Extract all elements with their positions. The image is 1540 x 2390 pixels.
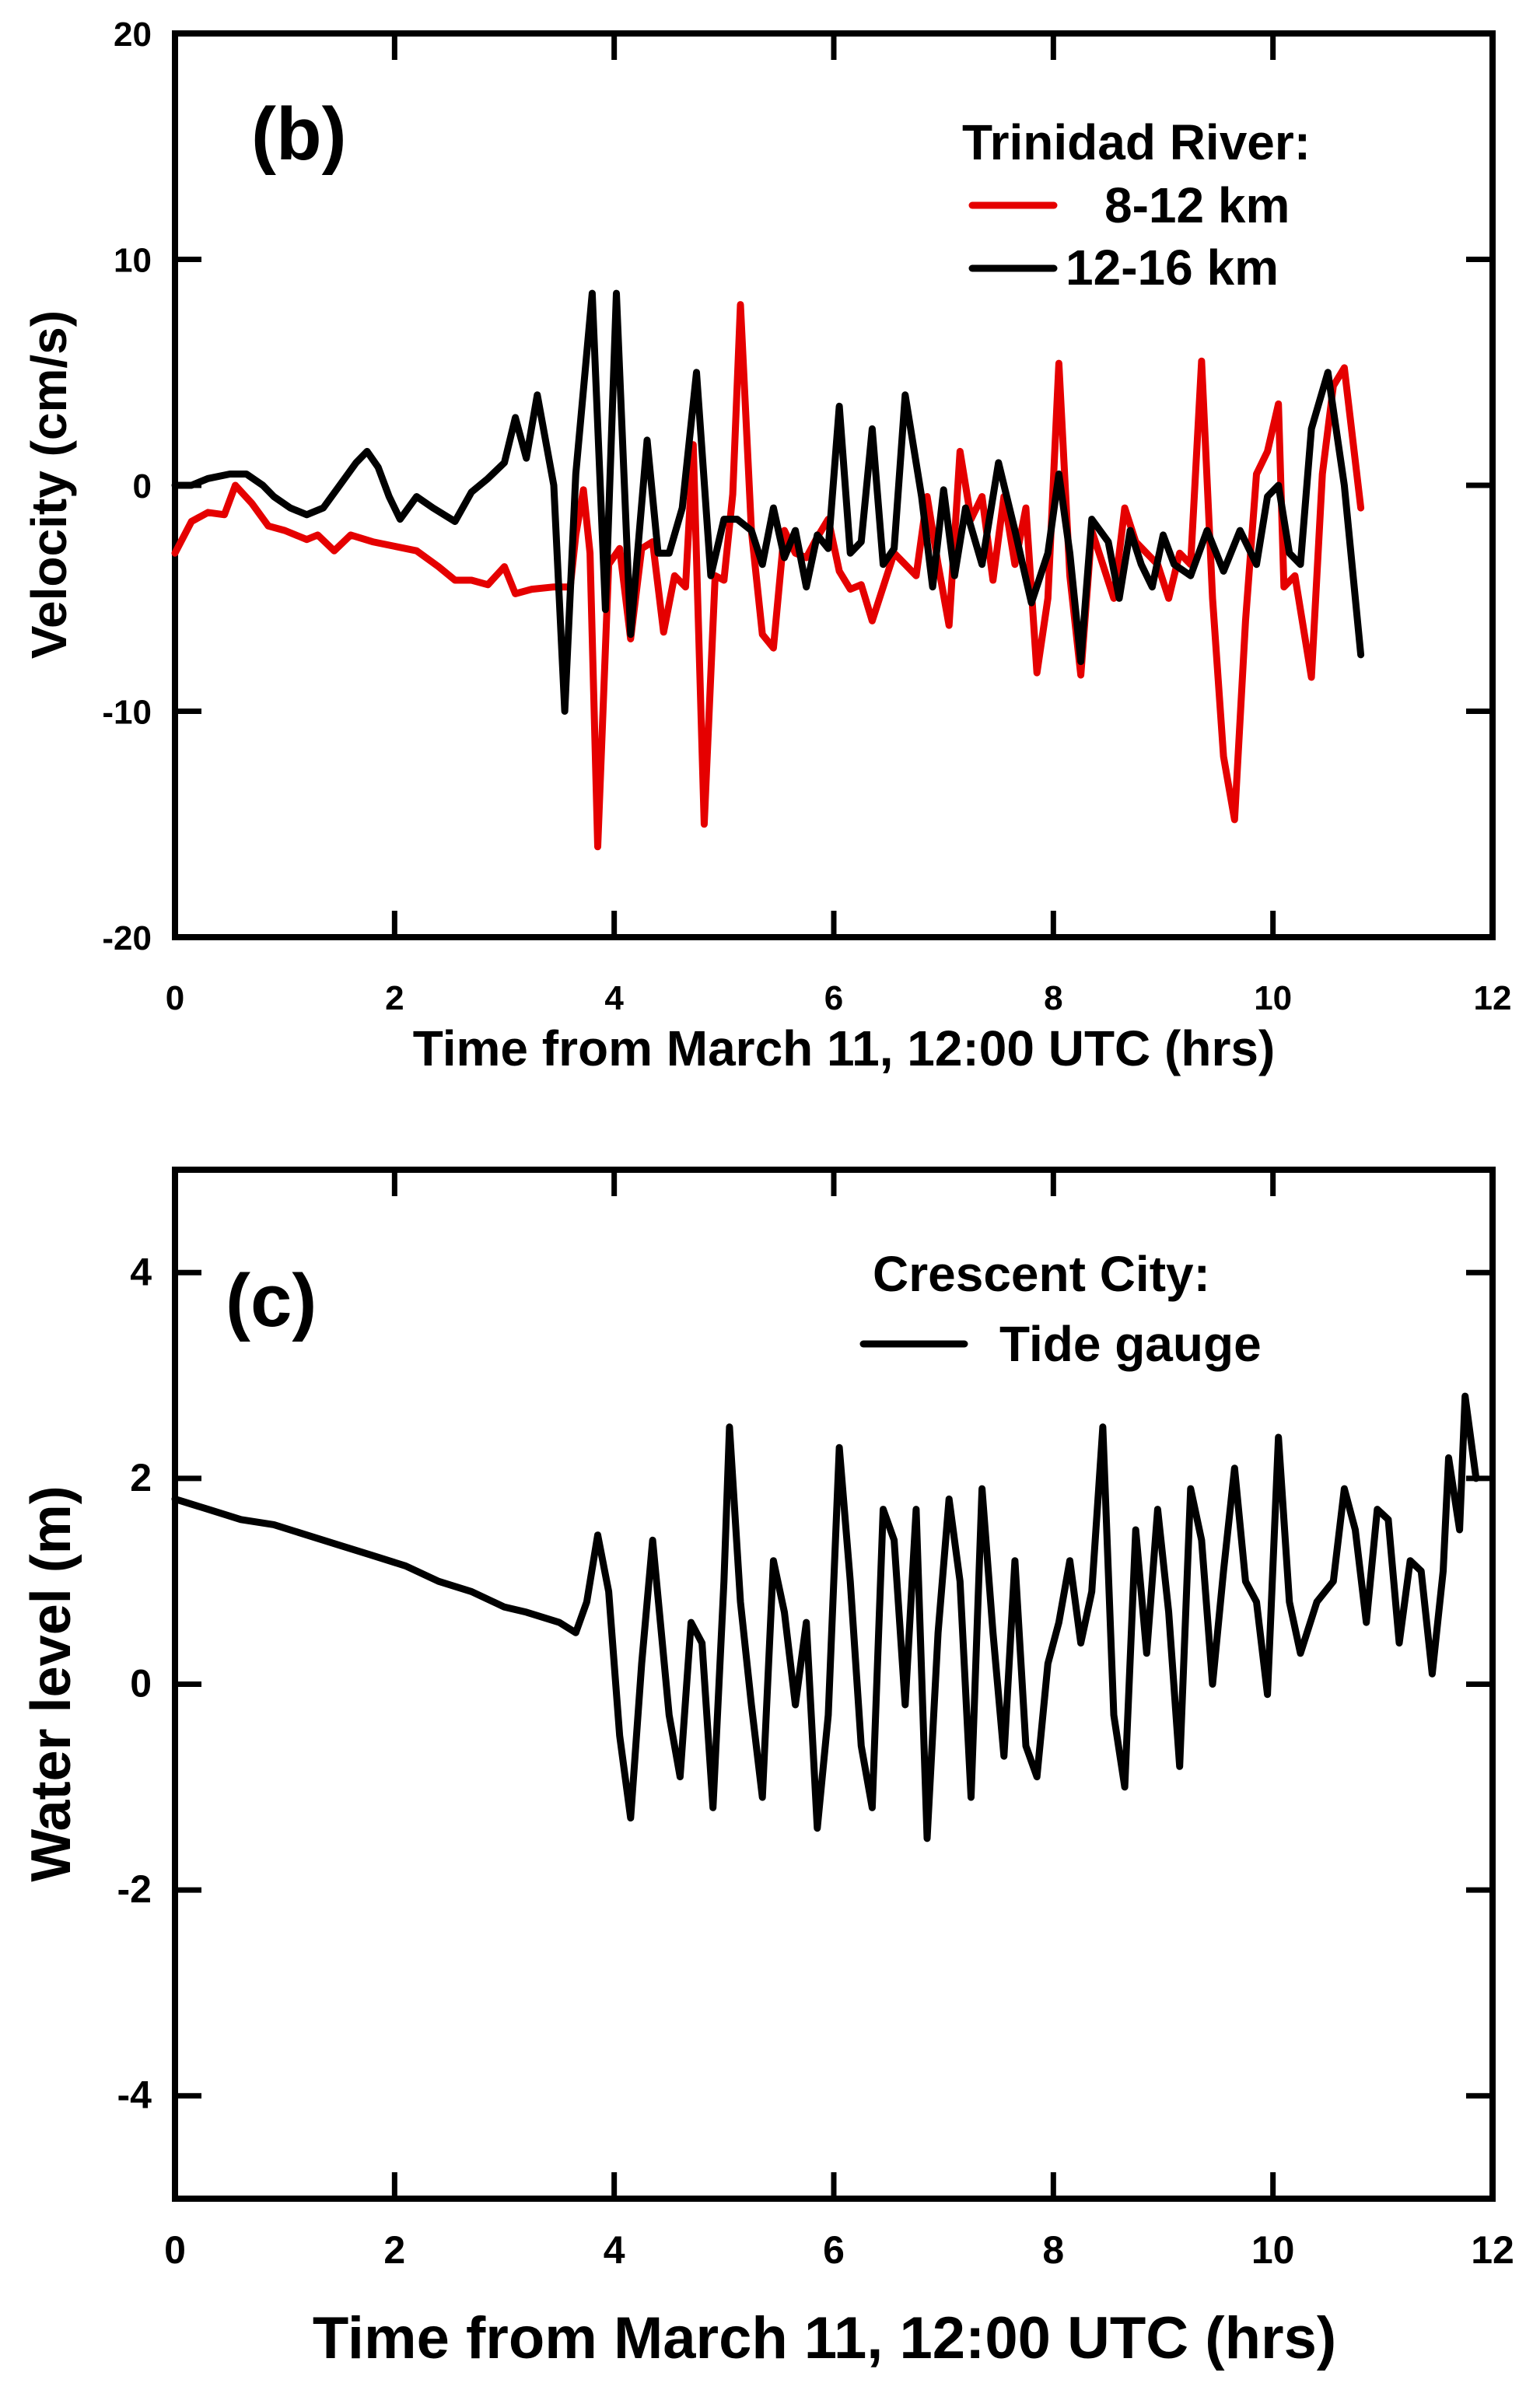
velocity-series <box>171 289 1365 851</box>
legend-label-tide-gauge: Tide gauge <box>999 1316 1262 1372</box>
water-level-x-tick-label-6: 12 <box>1471 2228 1514 2272</box>
series-line-tide-gauge <box>171 1392 1480 1842</box>
legend-title-crescent-city: Crescent City: <box>873 1246 1210 1302</box>
water-level-y-tick-label-1: -2 <box>117 1867 152 1911</box>
velocity-x-tick-label-3: 6 <box>824 979 843 1017</box>
velocity-y-tick-label-0: -20 <box>102 919 152 957</box>
water-level-plot-frame <box>172 1167 1496 2202</box>
water-level-y-tick-label-3: 2 <box>130 1456 152 1499</box>
velocity-y-tick-label-3: 10 <box>114 242 152 280</box>
water-level-x-tick-label-4: 8 <box>1042 2228 1064 2272</box>
velocity-x-tick-label-5: 10 <box>1254 979 1292 1017</box>
water-level-ticks: 0 2 4 6 8 10 12 -4 -2 0 2 4 <box>117 1170 1514 2272</box>
water-level-y-axis-title: Water level (m) <box>20 1485 82 1881</box>
legend-title-trinidad-river: Trinidad River: <box>962 114 1311 170</box>
water-level-x-tick-label-2: 4 <box>604 2228 625 2272</box>
velocity-x-axis-title: Time from March 11, 12:00 UTC (hrs) <box>413 1020 1276 1076</box>
velocity-x-tick-label-4: 8 <box>1044 979 1062 1017</box>
water-level-x-axis-title: Time from March 11, 12:00 UTC (hrs) <box>313 2305 1336 2371</box>
panel-label-c: (c) <box>226 1259 317 1342</box>
water-level-x-tick-label-1: 2 <box>383 2228 405 2272</box>
water-level-y-tick-label-4: 4 <box>130 1250 152 1293</box>
velocity-x-tick-label-1: 2 <box>385 979 404 1017</box>
water-level-y-tick-label-2: 0 <box>130 1662 152 1706</box>
velocity-chart: 0 2 4 6 8 10 12 -20 -10 0 10 20 (b) Trinidad River:… <box>21 16 1511 1076</box>
water-level-x-tick-label-0: 0 <box>164 2228 186 2272</box>
velocity-x-tick-label-6: 12 <box>1474 979 1512 1017</box>
water-level-x-tick-label-5: 10 <box>1251 2228 1295 2272</box>
panel-label-b: (b) <box>251 93 347 176</box>
velocity-y-axis-title: Velocity (cm/s) <box>21 310 77 659</box>
legend-label-8-12-km: 8-12 km <box>1104 177 1290 233</box>
water-level-series <box>171 1392 1480 1842</box>
velocity-y-tick-label-2: 0 <box>133 467 152 506</box>
velocity-ticks: 0 2 4 6 8 10 12 -20 -10 0 10 20 <box>102 16 1511 1017</box>
velocity-y-tick-label-1: -10 <box>102 694 152 732</box>
legend-label-12-16-km: 12-16 km <box>1066 240 1279 296</box>
water-level-x-tick-label-3: 6 <box>823 2228 845 2272</box>
series-line-12-16-km <box>171 289 1365 715</box>
velocity-x-tick-label-2: 4 <box>604 979 624 1017</box>
velocity-x-tick-label-0: 0 <box>166 979 184 1017</box>
water-level-y-tick-label-0: -4 <box>117 2073 152 2117</box>
velocity-y-tick-label-4: 20 <box>114 16 152 54</box>
series-line-8-12-km <box>171 301 1365 851</box>
water-level-chart: 0 2 4 6 8 10 12 -4 -2 0 2 4 (c) Crescent City: Tide… <box>20 1167 1514 2371</box>
